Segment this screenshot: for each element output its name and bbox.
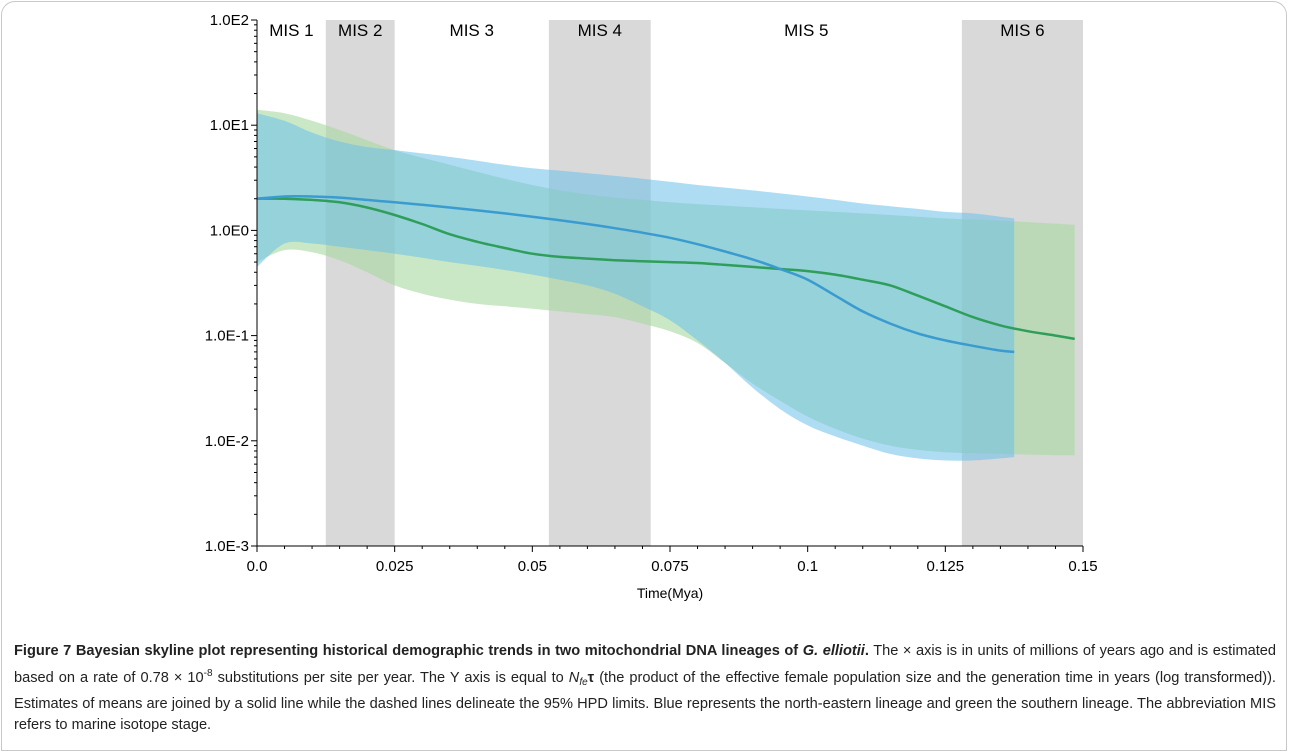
x-tick-label-4: 0.075 <box>651 558 689 575</box>
mis-label-3: MIS 3 <box>450 21 494 40</box>
y-tick-label-3: 1.0E-1 <box>205 328 249 345</box>
mis-label-6: MIS 6 <box>1000 21 1044 40</box>
mis-label-5: MIS 5 <box>784 21 828 40</box>
mean-line-series-1 <box>256 195 1015 354</box>
axes: 1.0E-3 1.0E-2 1.0E-1 1.0E0 1.0E1 1.0E2 0.0 0.02… <box>205 12 1098 601</box>
skyline-chart: 1.0E-3 1.0E-2 1.0E-1 1.0E0 1.0E1 1.0E2 0.0 0.02… <box>205 12 1098 601</box>
caption-fe: fe <box>579 677 588 689</box>
x-tick-label-6: 0.125 <box>927 558 965 575</box>
caption-species: G. elliotii <box>802 643 865 659</box>
x-tick-label-3: 0.05 <box>518 558 547 575</box>
mis-label-4: MIS 4 <box>578 21 622 40</box>
caption-n: N <box>568 669 580 686</box>
caption-text-1: The × axis is in units of millions of ye… <box>14 643 1277 686</box>
y-tick-label-1: 1.0E-3 <box>205 538 249 555</box>
caption-label: Figure 7 Bayesian skyline plot represent… <box>14 643 799 659</box>
x-tick-label-2: 0.025 <box>376 558 414 575</box>
caption-period: . <box>864 643 869 659</box>
x-axis-title: Time(Mya) <box>637 585 703 601</box>
figure-caption: Figure 7 Bayesian skyline plot represent… <box>14 641 1276 737</box>
x-tick-label-1: 0.0 <box>247 558 268 575</box>
series-layer <box>256 109 1075 461</box>
caption-text-2: substitutions per site per year. The Y a… <box>212 669 569 686</box>
x-tick-label-5: 0.1 <box>797 558 818 575</box>
caption-text-3: (the product of the effective female pop… <box>14 669 1276 734</box>
caption-exponent: -8 <box>203 667 213 679</box>
caption-tau: τ <box>587 669 595 686</box>
y-tick-label-5: 1.0E1 <box>210 117 249 134</box>
mean-line-series-2 <box>256 197 1075 341</box>
y-tick-label-4: 1.0E0 <box>210 222 249 239</box>
hpd-band-series-1 <box>257 113 1015 461</box>
mis-label-1: MIS 1 <box>269 21 313 40</box>
mis-band-2 <box>325 20 395 546</box>
x-tick-label-7: 0.15 <box>1068 558 1097 575</box>
mis-label-2: MIS 2 <box>338 21 382 40</box>
y-tick-label-6: 1.0E2 <box>210 12 249 29</box>
y-tick-label-2: 1.0E-2 <box>205 433 249 450</box>
labels: MIS 1 MIS 2 MIS 3 MIS 4 MIS 5 MIS 6 <box>269 21 1044 40</box>
